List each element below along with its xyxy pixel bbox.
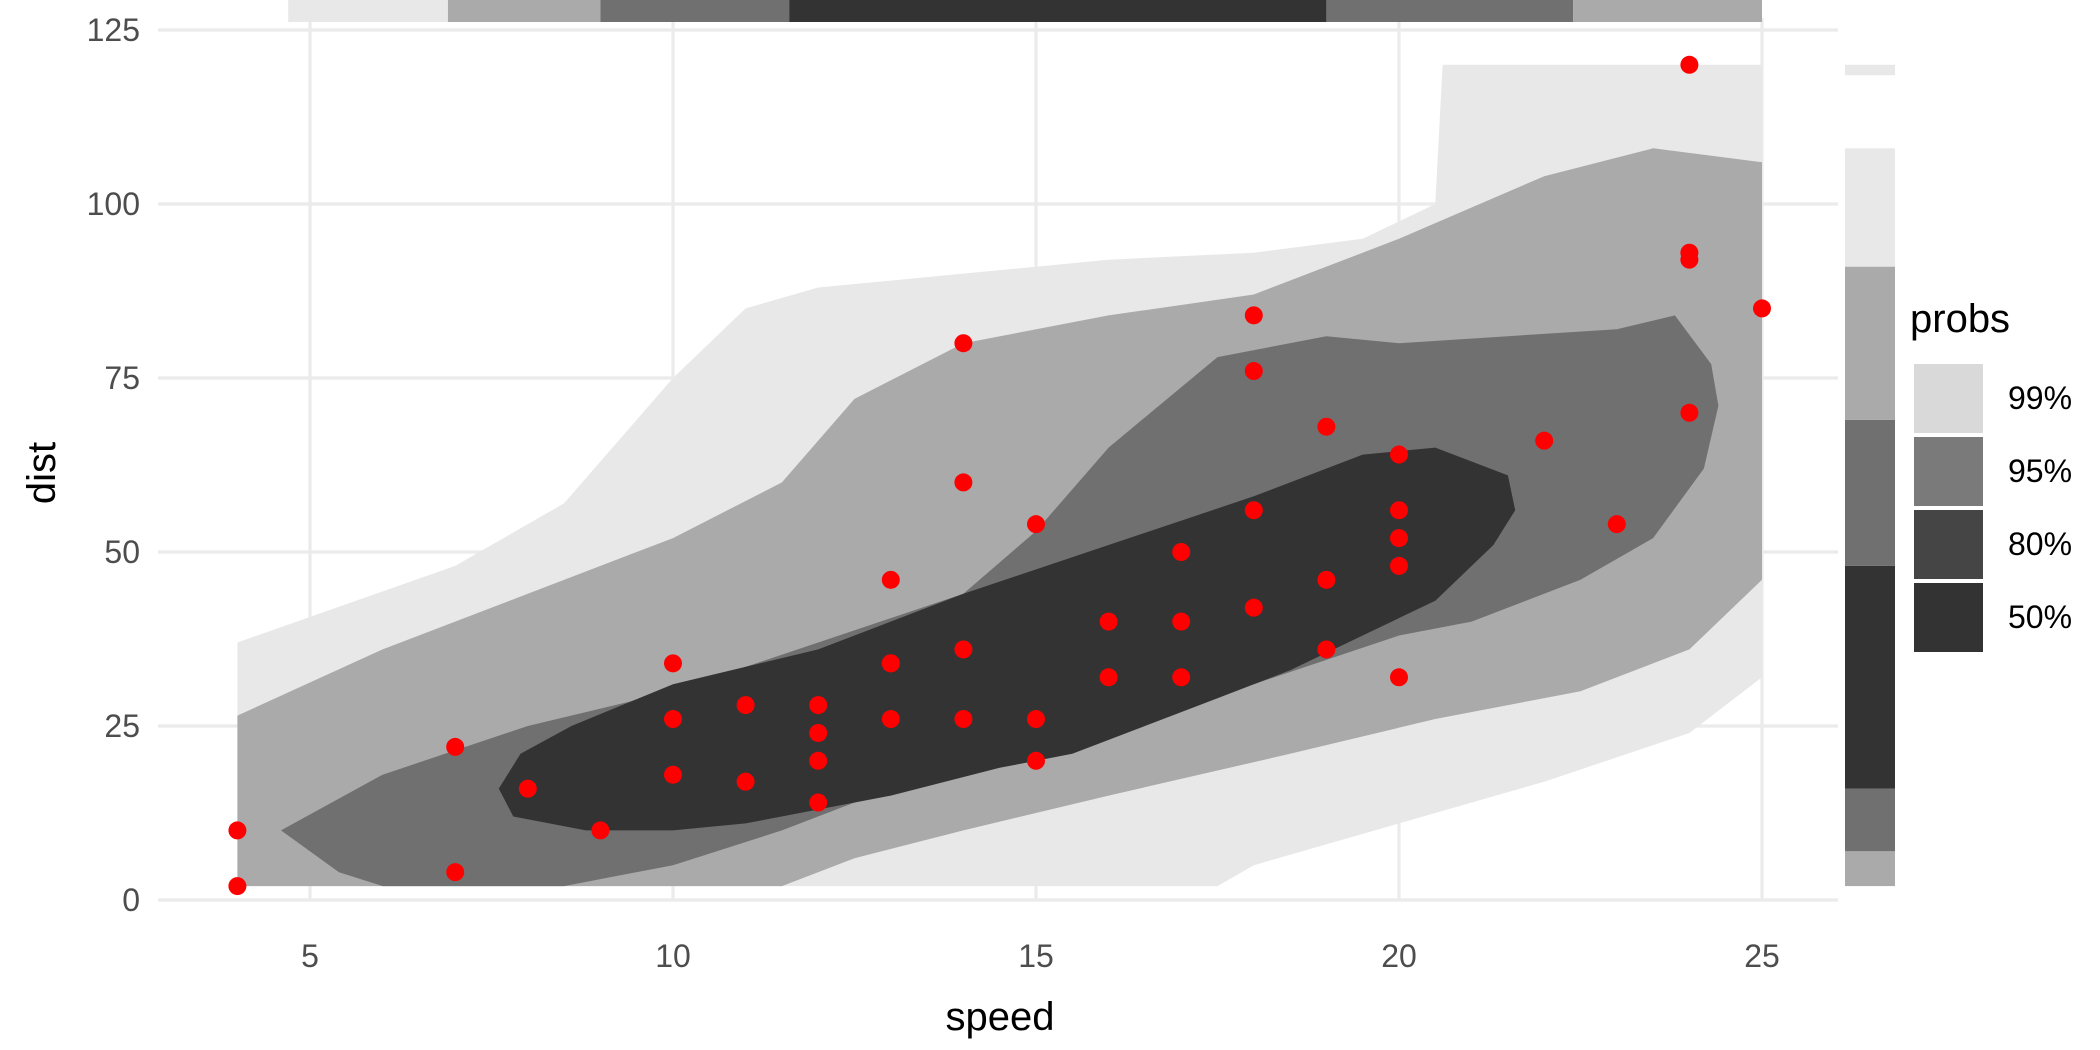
data-point [1390,529,1408,548]
y-marginal-segment [1845,64,1895,76]
legend-swatch [1914,364,1983,433]
data-point [1390,501,1408,520]
data-point [1317,417,1336,436]
x-tick-label: 10 [655,938,691,974]
data-point [1390,445,1408,464]
y-tick-label: 25 [104,708,140,744]
data-point [1099,668,1118,687]
data-point [1753,299,1771,318]
data-point [664,765,682,784]
legend-label: 50% [2008,599,2072,635]
data-point [809,751,828,770]
x-tick-label: 15 [1018,938,1054,974]
y-tick-label: 50 [104,534,140,570]
legend-label: 95% [2008,453,2072,489]
y-tick-label: 100 [87,186,140,222]
density-regions [237,64,1762,887]
y-marginal-segment [1845,266,1895,420]
x-marginal-segment [447,0,601,22]
y-axis-ticks: 0 25 50 75 100 125 [87,12,140,918]
x-marginal-segment [1326,0,1574,22]
data-point [1607,515,1626,534]
density-region-50 [498,447,1516,831]
x-axis-title: speed [946,995,1055,1039]
x-tick-label: 25 [1744,938,1780,974]
data-point [1099,612,1118,631]
data-point [954,334,973,353]
legend-title: probs [1910,297,2010,341]
data-point [809,696,828,715]
legend-swatch [1914,437,1983,506]
data-point [591,821,610,840]
y-marginal-segment [1845,851,1895,887]
y-marginal-segment [1845,565,1895,789]
data-point [881,654,900,673]
data-point [881,710,900,729]
data-point [1027,515,1045,534]
data-point [446,863,465,882]
x-marginal-segment [600,0,790,22]
data-point [1244,306,1263,325]
density-region-95 [237,148,1762,887]
x-marginal-segment [1573,0,1762,22]
data-point [1244,501,1263,520]
data-point [809,793,828,812]
y-tick-label: 125 [87,12,140,48]
data-point [664,654,682,673]
data-point [228,821,247,840]
data-point [736,772,755,791]
data-point [1027,751,1045,770]
data-point [954,640,973,659]
legend-label: 99% [2008,380,2072,416]
data-point [1317,640,1336,659]
data-point [1680,403,1699,422]
data-point [664,710,682,729]
data-point [1172,612,1191,631]
data-point [1244,598,1263,617]
data-point [1172,668,1191,687]
legend-swatch [1914,583,1983,652]
data-point [809,723,828,742]
x-marginal-band [288,0,1762,22]
data-point [1535,431,1554,450]
y-marginal-band [1845,64,1895,887]
x-marginal-segment [288,0,448,22]
data-point [446,737,465,756]
data-point [881,570,900,589]
x-axis-ticks: 5 10 15 20 25 [301,938,1780,974]
data-point [1680,243,1699,262]
data-point [1317,570,1336,589]
x-marginal-segment [789,0,1327,22]
legend: probs 99% 95% 80% 50% [1910,297,2072,654]
legend-label: 80% [2008,526,2072,562]
plot-panel [158,18,1838,902]
data-point [736,696,755,715]
data-points [228,55,1771,896]
y-axis-title: dist [20,442,64,504]
y-marginal-segment [1845,788,1895,852]
data-point [1172,543,1191,561]
x-tick-label: 5 [301,938,319,974]
x-tick-label: 20 [1381,938,1417,974]
legend-swatch [1914,510,1983,579]
data-point [1244,362,1263,381]
data-point [228,877,247,896]
y-tick-label: 75 [104,360,140,396]
data-point [954,473,973,492]
data-point [1390,668,1408,687]
data-point [954,710,973,729]
y-tick-label: 0 [122,882,140,918]
legend-entries: 99% 95% 80% 50% [1912,362,2072,654]
data-point [518,779,537,798]
data-point [1390,556,1408,575]
data-point [1027,710,1045,729]
data-point [1680,55,1699,74]
y-marginal-segment [1845,148,1895,267]
y-marginal-segment [1845,419,1895,566]
